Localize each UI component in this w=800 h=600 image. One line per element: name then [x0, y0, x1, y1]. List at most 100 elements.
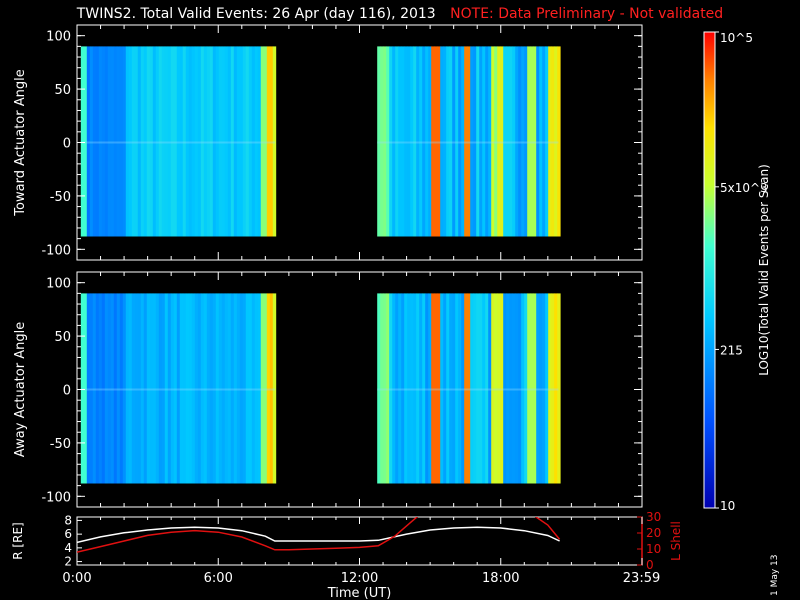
heatmap-strip: [452, 46, 456, 237]
heatmap-strip: [230, 293, 235, 484]
heatmap-strip: [425, 46, 429, 237]
heatmap-strip: [209, 46, 214, 237]
heatmap-strip: [263, 293, 268, 484]
heatmap-strip: [503, 46, 507, 237]
heatmap-strip: [236, 46, 241, 237]
heatmap-strip: [221, 293, 226, 484]
heatmap-strip: [440, 293, 444, 484]
colorbar-frame: [703, 31, 716, 509]
heatmap-strip: [494, 293, 498, 484]
heatmap-strip: [254, 46, 259, 237]
heatmap-strip: [149, 293, 154, 484]
chart-title: TWINS2. Total Valid Events: 26 Apr (day …: [0, 6, 800, 22]
heatmap-strip: [242, 46, 247, 237]
heatmap-strip: [215, 46, 220, 237]
heatmap-strip: [413, 46, 417, 237]
right-axis-tick-label: 10: [646, 542, 661, 556]
heatmap-strip: [248, 293, 253, 484]
heatmap-strip: [266, 293, 271, 484]
heatmap-strip: [422, 293, 426, 484]
colorbar-tick-label: 5x10^3: [720, 181, 768, 195]
colorbar-tick-label: 10^5: [720, 31, 753, 45]
heatmap-strip: [473, 293, 477, 484]
heatmap-strip: [92, 293, 97, 484]
heatmap-strip: [515, 293, 519, 484]
heatmap-strip: [221, 46, 226, 237]
heatmap-strip: [380, 46, 384, 237]
heatmap-strip: [146, 46, 151, 237]
heatmap-strip: [512, 46, 516, 237]
heatmap-strip: [215, 293, 220, 484]
y-tick-label: 0: [63, 384, 71, 399]
heatmap-strip: [161, 293, 166, 484]
y-tick-label: 100: [46, 30, 71, 45]
heatmap-strip: [191, 293, 196, 484]
l-shell-line: [77, 517, 561, 553]
panel-2-ylabel: Away Actuator Angle: [13, 322, 28, 457]
heatmap-strip: [167, 293, 172, 484]
heatmap-strip: [386, 46, 390, 237]
heatmap-strip: [485, 293, 489, 484]
heatmap-strip: [548, 293, 552, 484]
heatmap-strip: [128, 293, 133, 484]
heatmap-strip: [233, 46, 238, 237]
heatmap-strip: [401, 46, 405, 237]
heatmap-strip: [488, 46, 492, 237]
heatmap-strip: [506, 293, 510, 484]
heatmap-strip: [539, 293, 543, 484]
heatmap-strip: [167, 46, 172, 237]
y-tick-label: -50: [50, 437, 71, 452]
heatmap-strip: [170, 46, 175, 237]
heatmap-strip: [467, 293, 471, 484]
x-tick-label: 12:00: [341, 571, 378, 586]
heatmap-strip: [392, 46, 396, 237]
heatmap-strip: [254, 293, 259, 484]
heatmap-strip: [479, 46, 483, 237]
heatmap-strip: [482, 46, 486, 237]
heatmap-strip: [497, 46, 501, 237]
heatmap-strip: [227, 293, 232, 484]
heatmap-strip: [212, 46, 217, 237]
heatmap-strip: [419, 46, 423, 237]
heatmap-strip: [269, 46, 274, 237]
heatmap-strip: [122, 293, 127, 484]
heatmap-strip: [146, 293, 151, 484]
heatmap-strip: [128, 46, 133, 237]
heatmap-strip: [263, 46, 268, 237]
heatmap-strip: [428, 46, 432, 237]
title-text: TWINS2. Total Valid Events: 26 Apr (day …: [76, 6, 436, 22]
heatmap-strip: [500, 46, 504, 237]
heatmap-strip: [551, 293, 555, 484]
heatmap-strip: [218, 46, 223, 237]
heatmap-strip: [437, 46, 441, 237]
heatmap-strip: [203, 46, 208, 237]
heatmap-strip: [137, 46, 142, 237]
heatmap-strip: [416, 46, 420, 237]
heatmap-strip: [200, 46, 205, 237]
heatmap-strip: [530, 293, 534, 484]
heatmap-strip: [506, 46, 510, 237]
x-tick-label: 6:00: [204, 571, 233, 586]
heatmap-strip: [212, 293, 217, 484]
heatmap-strip: [497, 293, 501, 484]
heatmap-strip: [272, 293, 277, 484]
radial-distance-line: [77, 526, 560, 544]
heatmap-strip: [179, 293, 184, 484]
heatmap-strip: [143, 293, 148, 484]
heatmap-strip: [194, 293, 199, 484]
heatmap-strip: [140, 46, 145, 237]
heatmap-strip: [95, 293, 100, 484]
right-axis-label: L Shell: [669, 521, 683, 561]
heatmap-strip: [554, 46, 558, 237]
heatmap-strip: [269, 293, 274, 484]
heatmap-strip: [110, 293, 115, 484]
heatmap-strip: [134, 293, 139, 484]
heatmap-strip: [191, 46, 196, 237]
heatmap-strip: [83, 293, 88, 484]
heatmap-strip: [98, 46, 103, 237]
heatmap-strip: [455, 46, 459, 237]
heatmap-strip: [107, 46, 112, 237]
heatmap-strip: [458, 293, 462, 484]
heatmap-strip: [428, 293, 432, 484]
heatmap-strip: [455, 293, 459, 484]
